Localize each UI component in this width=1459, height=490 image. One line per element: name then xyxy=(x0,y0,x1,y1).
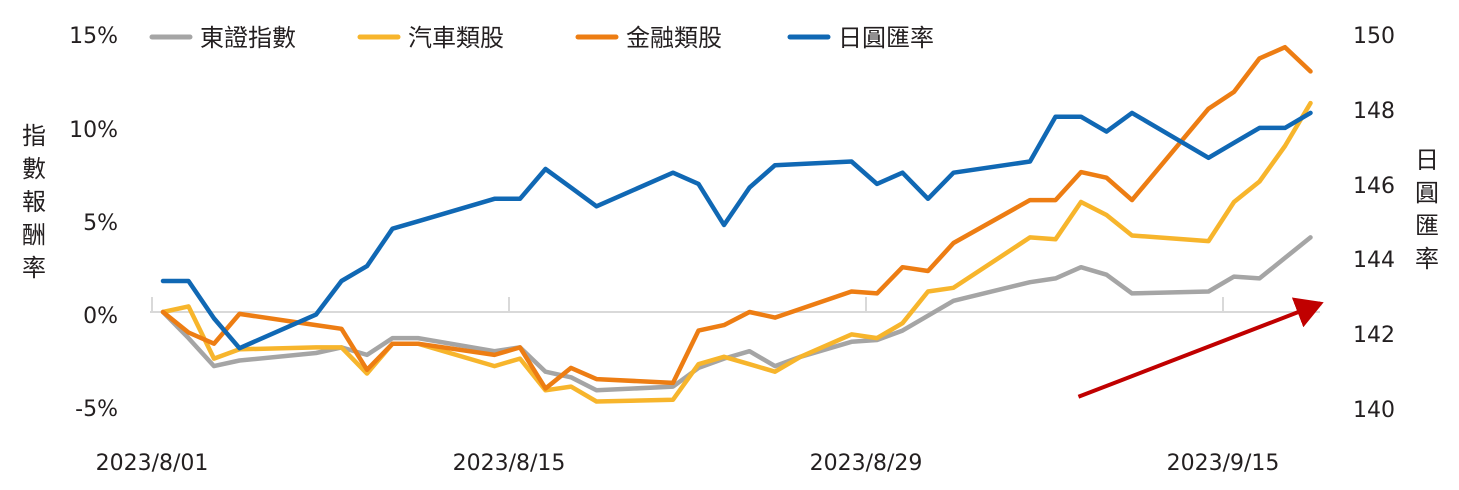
x-axis xyxy=(150,297,1320,313)
legend: 東證指數 汽車類股 金融類股 日圓匯率 xyxy=(149,24,934,52)
x-axis-ticks xyxy=(151,297,1224,312)
y-right-tick: 140 xyxy=(1353,398,1395,423)
legend-item-jpy: 日圓匯率 xyxy=(787,24,934,52)
legend-item-topix: 東證指數 xyxy=(149,24,296,52)
legend-item-financial: 金融類股 xyxy=(575,24,722,52)
x-tick-labels: 2023/8/01 2023/8/15 2023/8/29 2023/9/15 xyxy=(96,451,1280,476)
y-left-tick: 15% xyxy=(69,24,118,49)
series-line-financial xyxy=(160,44,1313,391)
series-line-topix xyxy=(160,235,1313,393)
y-right-tick: 144 xyxy=(1353,248,1395,273)
legend-label: 金融類股 xyxy=(626,24,722,52)
y-right-tick: 148 xyxy=(1353,99,1395,124)
y-left-tick-labels: 15% 10% 5% 0% -5% xyxy=(69,24,118,422)
series-line-auto xyxy=(160,100,1313,404)
y-left-tick: 10% xyxy=(69,118,118,143)
y-left-tick: -5% xyxy=(75,397,118,422)
legend-label: 東證指數 xyxy=(200,24,296,52)
y-right-tick: 146 xyxy=(1353,174,1395,199)
series-line-jpy xyxy=(160,110,1313,351)
x-tick-label: 2023/8/29 xyxy=(810,451,923,476)
y-right-tick: 142 xyxy=(1353,323,1395,348)
series-layer xyxy=(160,44,1313,404)
trend-arrow xyxy=(1077,297,1324,399)
y-right-axis-title: 日圓匯率 xyxy=(1415,146,1439,273)
legend-item-auto: 汽車類股 xyxy=(357,24,504,52)
y-left-tick: 5% xyxy=(83,211,118,236)
y-right-tick: 150 xyxy=(1353,24,1395,49)
x-tick-label: 2023/9/15 xyxy=(1167,451,1280,476)
y-left-tick: 0% xyxy=(83,304,118,329)
y-right-tick-labels: 150 148 146 144 142 140 xyxy=(1353,24,1395,423)
x-tick-label: 2023/8/01 xyxy=(96,451,209,476)
y-left-axis-title: 指數報酬率 xyxy=(22,122,46,282)
legend-label: 汽車類股 xyxy=(408,24,504,52)
x-tick-label: 2023/8/15 xyxy=(453,451,566,476)
legend-label: 日圓匯率 xyxy=(838,24,934,52)
